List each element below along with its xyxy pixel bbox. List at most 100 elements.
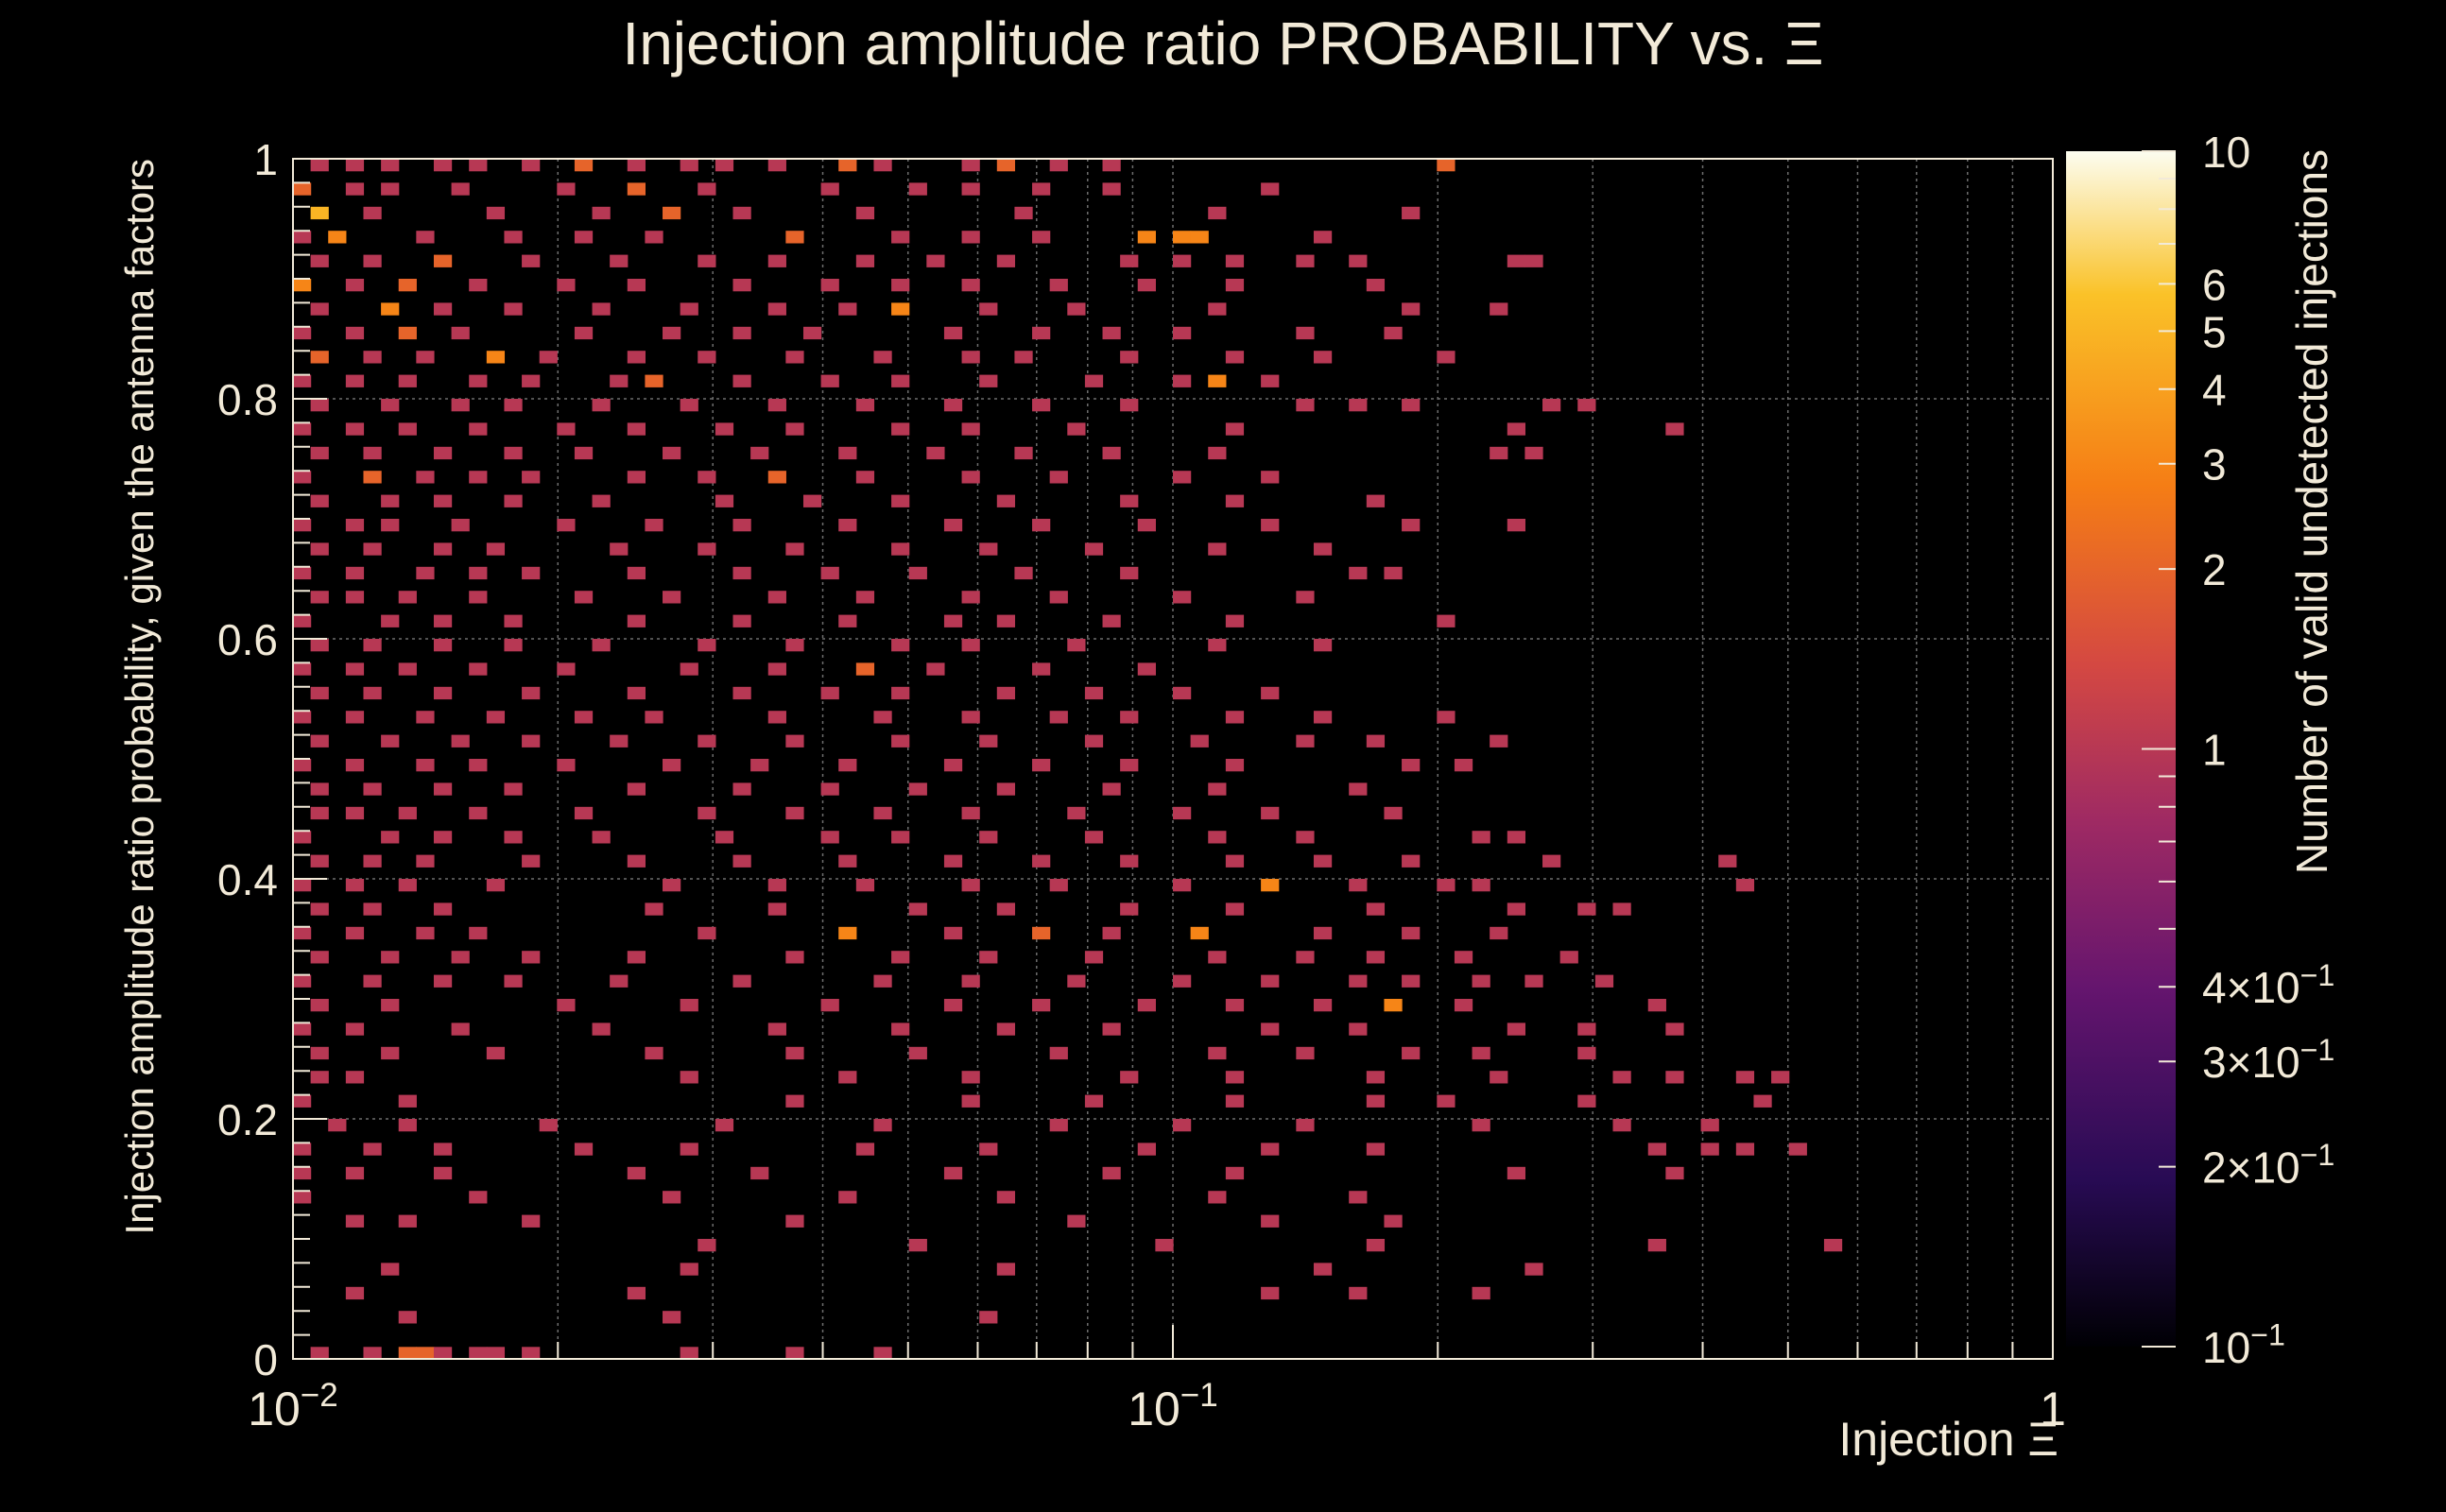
heatmap-cell xyxy=(293,662,312,676)
heatmap-cell xyxy=(891,686,910,700)
heatmap-cell xyxy=(469,759,488,772)
heatmap-cell xyxy=(838,854,857,868)
heatmap-cell xyxy=(574,159,594,172)
heatmap-cell xyxy=(1120,711,1139,724)
heatmap-cell xyxy=(345,1286,365,1300)
heatmap-cell xyxy=(433,782,453,796)
heatmap-cell xyxy=(627,1286,646,1300)
heatmap-cell xyxy=(469,1191,488,1204)
heatmap-cell xyxy=(1647,1143,1666,1156)
heatmap-cell xyxy=(381,614,400,627)
heatmap-cell xyxy=(1173,254,1192,267)
heatmap-cell xyxy=(504,974,523,988)
heatmap-cell xyxy=(1173,806,1192,820)
heatmap-cell xyxy=(698,734,716,747)
heatmap-cell xyxy=(873,159,892,172)
heatmap-cell xyxy=(451,399,470,412)
heatmap-cell xyxy=(943,326,963,340)
heatmap-cell xyxy=(310,951,329,964)
heatmap-cell xyxy=(574,591,594,604)
heatmap-cell xyxy=(961,471,980,484)
heatmap-cell xyxy=(1472,1119,1490,1132)
heatmap-cell xyxy=(539,1119,558,1132)
heatmap-cell xyxy=(1014,446,1033,460)
heatmap-cell xyxy=(1437,1094,1456,1108)
heatmap-cell xyxy=(1402,302,1421,316)
heatmap-cell xyxy=(1594,974,1614,988)
heatmap-cell xyxy=(1049,471,1068,484)
heatmap-cell xyxy=(1612,1119,1631,1132)
heatmap-cell xyxy=(855,206,875,220)
heatmap-cell xyxy=(1402,854,1421,868)
heatmap-cell xyxy=(345,159,365,172)
heatmap-cell xyxy=(838,519,857,532)
heatmap-cell xyxy=(1102,1166,1121,1180)
heatmap-cell xyxy=(1102,614,1121,627)
heatmap-cell xyxy=(433,614,453,627)
heatmap-cell xyxy=(785,542,804,556)
heatmap-cell xyxy=(1665,1071,1684,1084)
heatmap-cell xyxy=(767,471,786,484)
heatmap-cell xyxy=(1472,879,1490,892)
heatmap-cell xyxy=(486,1046,506,1060)
heatmap-cell xyxy=(1735,1071,1755,1084)
heatmap-cell xyxy=(926,662,945,676)
heatmap-cell xyxy=(663,1311,681,1324)
heatmap-cell xyxy=(996,494,1016,507)
heatmap-cell xyxy=(293,1022,312,1036)
heatmap-cell xyxy=(310,686,329,700)
heatmap-cell xyxy=(961,159,980,172)
heatmap-cell xyxy=(873,1119,892,1132)
heatmap-cell xyxy=(1049,1119,1068,1132)
heatmap-cell xyxy=(891,639,910,652)
heatmap-cell xyxy=(363,471,382,484)
heatmap-cell xyxy=(345,422,365,436)
heatmap-cell xyxy=(557,759,576,772)
heatmap-cell xyxy=(293,1166,312,1180)
heatmap-cell xyxy=(961,879,980,892)
heatmap-cell xyxy=(451,951,470,964)
heatmap-cell xyxy=(1120,1071,1139,1084)
colorbar-tick-label: 3 xyxy=(2202,440,2227,490)
heatmap-cell xyxy=(310,734,329,747)
heatmap-cell xyxy=(1366,902,1386,916)
heatmap-cell xyxy=(310,639,329,652)
heatmap-cell xyxy=(557,999,576,1012)
colorbar-tick-label: 1 xyxy=(2202,726,2227,775)
heatmap-cell xyxy=(996,1191,1016,1204)
heatmap-cell xyxy=(961,639,980,652)
heatmap-cell xyxy=(486,879,506,892)
heatmap-cell xyxy=(1225,1071,1245,1084)
heatmap-cell xyxy=(469,159,488,172)
heatmap-cell xyxy=(1173,974,1192,988)
colorbar-tick-label: 4×10−1 xyxy=(2202,958,2334,1012)
heatmap-cell xyxy=(873,351,892,364)
heatmap-cell xyxy=(996,614,1016,627)
heatmap-cell xyxy=(1366,279,1386,292)
heatmap-cell xyxy=(592,494,611,507)
heatmap-cell xyxy=(1173,879,1192,892)
heatmap-cell xyxy=(398,422,417,436)
heatmap-cell xyxy=(345,1166,365,1180)
heatmap-cell xyxy=(1490,734,1508,747)
heatmap-cell xyxy=(363,254,382,267)
heatmap-cell xyxy=(767,902,786,916)
heatmap-cell xyxy=(1261,1286,1280,1300)
heatmap-cell xyxy=(891,494,910,507)
heatmap-cell xyxy=(592,399,611,412)
heatmap-cell xyxy=(363,1347,382,1360)
heatmap-cell xyxy=(451,734,470,747)
heatmap-cell xyxy=(1296,1119,1315,1132)
heatmap-cell xyxy=(1313,351,1333,364)
heatmap-cell xyxy=(1190,231,1209,244)
heatmap-cell xyxy=(627,686,646,700)
heatmap-cell xyxy=(732,279,751,292)
heatmap-cell xyxy=(610,254,629,267)
heatmap-cell xyxy=(820,999,839,1012)
heatmap-cell xyxy=(293,519,312,532)
heatmap-cell xyxy=(1084,951,1104,964)
heatmap-cell xyxy=(433,446,453,460)
heatmap-cell xyxy=(1507,1166,1525,1180)
heatmap-cell xyxy=(293,471,312,484)
heatmap-cell xyxy=(504,782,523,796)
